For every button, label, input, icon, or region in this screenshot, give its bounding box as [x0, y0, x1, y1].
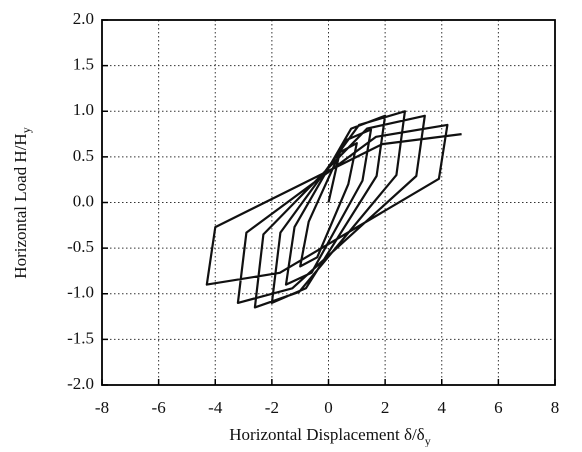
y-tick-label: -1.5 — [67, 328, 94, 347]
x-tick-label: 6 — [494, 398, 503, 417]
hysteresis-curve — [205, 110, 462, 309]
y-tick-label: 0.5 — [73, 146, 94, 165]
x-tick-label: -4 — [208, 398, 223, 417]
x-tick-label: 8 — [551, 398, 560, 417]
x-axis-label: Horizontal Displacement δ/δy — [229, 425, 430, 447]
x-tick-label: -6 — [152, 398, 166, 417]
y-axis-label: Horizontal Load H/Hy — [11, 127, 33, 278]
plot-frame — [101, 19, 556, 386]
y-tick-label: -0.5 — [67, 237, 94, 256]
x-tick-label: 0 — [324, 398, 333, 417]
y-tick-label: 0.0 — [73, 191, 94, 210]
y-tick-label: -2.0 — [67, 374, 94, 393]
y-tick-label: 2.0 — [73, 9, 94, 28]
y-tick-label: 1.5 — [73, 55, 94, 74]
x-tick-label: 4 — [438, 398, 447, 417]
x-tick-label: 2 — [381, 398, 390, 417]
x-tick-label: -2 — [265, 398, 279, 417]
x-tick-label: -8 — [95, 398, 109, 417]
y-tick-label: 1.0 — [73, 100, 94, 119]
y-tick-label: -1.0 — [67, 283, 94, 302]
